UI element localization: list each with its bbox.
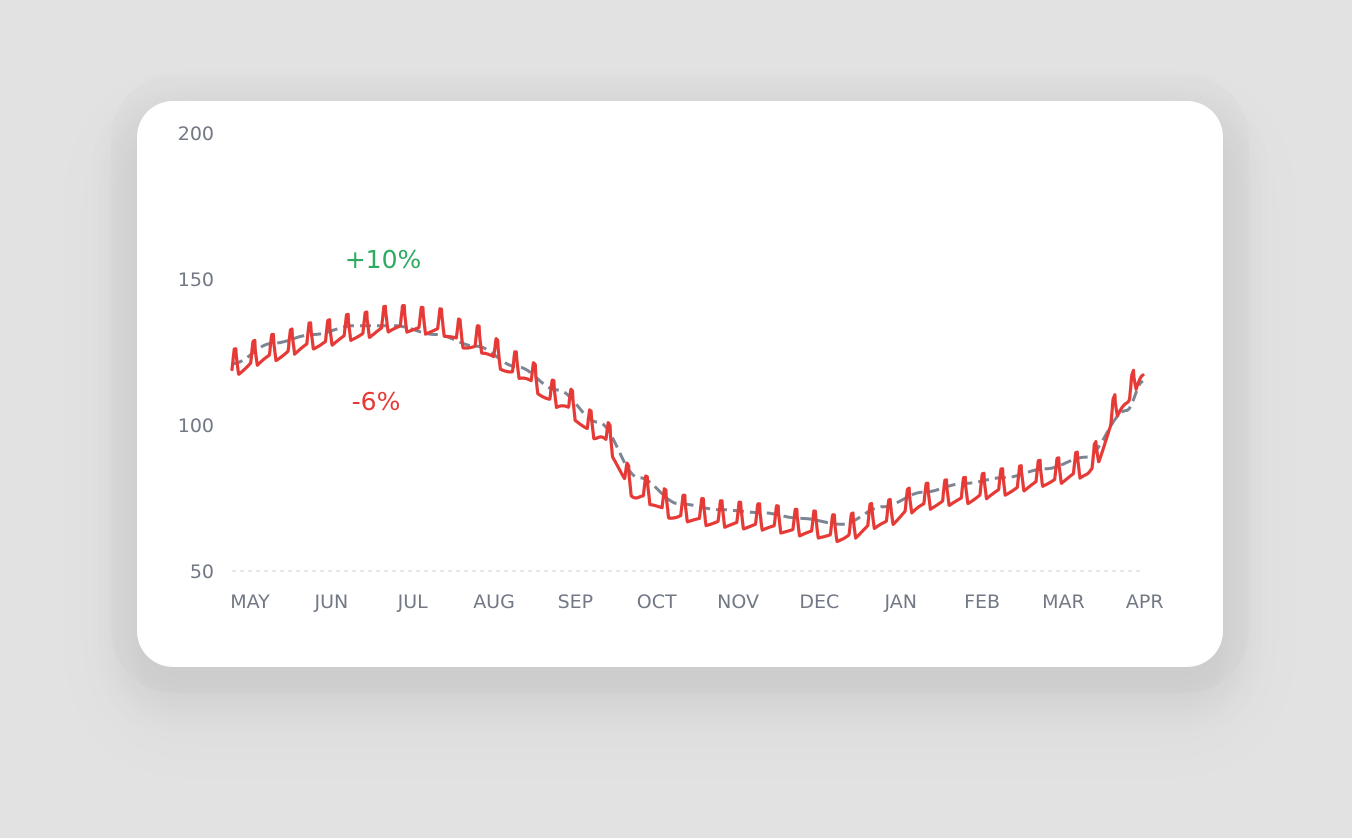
x-tick-label: MAR [1042,591,1085,613]
actual-series-line [230,304,1145,544]
negative-change-annotation: -6% [352,387,401,416]
x-tick-label: AUG [473,591,515,613]
x-tick-label: NOV [717,591,759,613]
y-tick-label: 50 [190,561,214,583]
x-tick-label: JAN [883,591,916,613]
x-axis: MAY JUN JUL AUG SEP OCT NOV DEC JAN FEB MAR APR [230,591,1163,613]
x-tick-label: SEP [558,591,594,613]
x-tick-label: OCT [637,591,677,613]
x-tick-label: JUL [397,591,429,613]
x-tick-label: JUN [313,591,348,613]
positive-change-annotation: +10% [345,245,422,274]
chart-card [137,101,1223,667]
y-tick-label: 150 [178,269,214,291]
x-tick-label: MAY [230,591,270,613]
x-tick-label: FEB [964,591,1000,613]
y-axis: 50 100 150 200 [178,123,214,583]
x-tick-label: APR [1126,591,1164,613]
trend-series-line [231,324,1144,526]
y-tick-label: 200 [178,123,214,145]
x-tick-label: DEC [799,591,839,613]
y-tick-label: 100 [178,415,214,437]
